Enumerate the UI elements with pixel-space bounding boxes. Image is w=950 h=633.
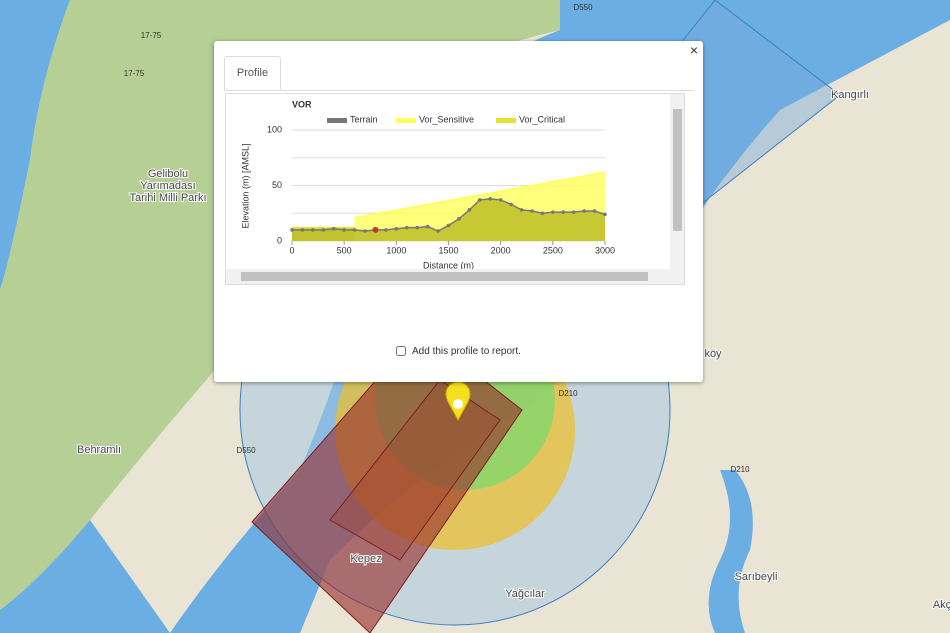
data-point bbox=[394, 226, 399, 231]
road-label: 17-75 bbox=[141, 31, 162, 40]
lake bbox=[708, 470, 753, 633]
data-point bbox=[467, 208, 472, 212]
x-tick-label: 2500 bbox=[543, 245, 563, 255]
profile-popup: × Profile VOR Elevation (m) [AMSL] Distanc… bbox=[214, 41, 703, 382]
marker-dot bbox=[453, 399, 463, 409]
tab[interactable]: Profile bbox=[224, 56, 281, 91]
chart-title: VOR bbox=[292, 99, 312, 109]
legend-label: Vor_Sensitive bbox=[419, 114, 474, 124]
highlight-point bbox=[372, 226, 379, 233]
place-label: Tarihi Milli Parkı bbox=[129, 192, 206, 204]
checkbox-label: Add this profile to report. bbox=[412, 346, 521, 357]
x-tick-label: 2000 bbox=[491, 245, 511, 255]
place-label: Kangırlı bbox=[831, 89, 869, 101]
data-point bbox=[311, 228, 315, 232]
legend-label: Vor_Critical bbox=[519, 114, 565, 124]
data-point bbox=[478, 198, 482, 202]
road-label: D210 bbox=[558, 389, 578, 398]
data-point bbox=[603, 212, 607, 217]
data-point bbox=[352, 228, 357, 232]
data-point bbox=[571, 210, 576, 214]
road-label: D210 bbox=[730, 465, 750, 474]
y-tick-label: 0 bbox=[277, 235, 282, 245]
data-point bbox=[519, 208, 524, 212]
data-point bbox=[436, 229, 440, 233]
sector-grid bbox=[329, 379, 501, 561]
place-label: Yağcılar bbox=[505, 588, 545, 600]
checkbox[interactable] bbox=[396, 346, 406, 357]
data-point bbox=[363, 229, 367, 233]
y-tick-label: 50 bbox=[272, 180, 282, 190]
data-point bbox=[509, 202, 513, 207]
x-tick-label: 1000 bbox=[386, 245, 406, 255]
x-tick-label: 500 bbox=[337, 245, 352, 255]
data-point bbox=[540, 211, 545, 216]
data-point bbox=[342, 228, 346, 232]
series-line bbox=[354, 171, 606, 219]
y-tick-label: 100 bbox=[267, 124, 282, 134]
data-point bbox=[592, 209, 597, 213]
data-point bbox=[582, 209, 586, 213]
legend-label: Terrain bbox=[350, 114, 378, 124]
place-label: Kepez bbox=[350, 553, 381, 565]
vertical-scrollbar[interactable] bbox=[670, 94, 684, 269]
sea bbox=[0, 0, 70, 290]
tab-divider bbox=[224, 90, 693, 91]
close-button[interactable]: × bbox=[689, 42, 698, 58]
scroll-thumb[interactable] bbox=[673, 109, 682, 231]
place-label: Sarıbeyli bbox=[735, 571, 778, 583]
report-option[interactable]: Add this profile to report. bbox=[396, 346, 521, 357]
data-point bbox=[300, 228, 305, 232]
data-point bbox=[446, 223, 451, 228]
x-axis-label: Distance (m) bbox=[423, 260, 474, 269]
data-point bbox=[551, 210, 555, 214]
scroll-thumb[interactable] bbox=[241, 272, 648, 281]
data-point bbox=[498, 198, 503, 202]
data-point bbox=[384, 228, 388, 232]
data-point bbox=[290, 228, 294, 232]
legend-swatch bbox=[396, 118, 416, 123]
data-point bbox=[425, 224, 430, 229]
data-point bbox=[488, 197, 493, 201]
place-label: Akç bbox=[933, 599, 950, 611]
data-point bbox=[561, 210, 566, 214]
sea bbox=[0, 520, 170, 633]
y-axis-label: Elevation (m) [AMSL] bbox=[240, 143, 250, 228]
chart-scroll[interactable]: VOR Elevation (m) [AMSL] Distance (m) 0 50 10… bbox=[225, 93, 685, 285]
x-tick-label: 3000 bbox=[595, 245, 615, 255]
place-label: Yarımadası bbox=[140, 180, 195, 192]
x-tick-label: 1500 bbox=[438, 245, 458, 255]
legend-swatch bbox=[327, 118, 347, 123]
road-label: D550 bbox=[573, 3, 593, 12]
data-point bbox=[530, 209, 534, 213]
road-label: D550 bbox=[236, 446, 256, 455]
x-tick-label: 0 bbox=[289, 245, 294, 255]
peninsula bbox=[0, 0, 560, 610]
place-label: Gelibolu bbox=[148, 168, 188, 180]
chart: VOR Elevation (m) [AMSL] Distance (m) 0 50 10… bbox=[240, 99, 615, 270]
legend-swatch bbox=[496, 118, 516, 123]
road-label: 17-75 bbox=[124, 69, 145, 78]
data-point bbox=[415, 225, 419, 230]
place-label: köy bbox=[704, 348, 722, 360]
data-point bbox=[321, 228, 326, 232]
data-point bbox=[331, 226, 336, 231]
place-label: Behramlı bbox=[77, 444, 121, 456]
data-point bbox=[457, 217, 461, 221]
data-point bbox=[404, 225, 409, 230]
horizontal-scrollbar[interactable] bbox=[226, 269, 684, 284]
